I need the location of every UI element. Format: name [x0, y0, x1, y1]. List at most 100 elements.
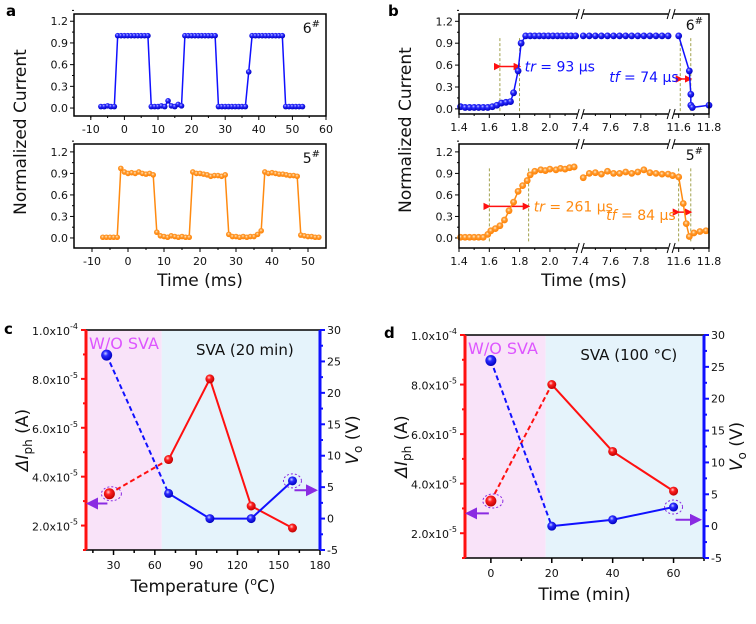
data-point [640, 166, 648, 174]
axis-break-mark [575, 242, 580, 254]
fall-time-label: tf = 74 µs [609, 70, 679, 86]
y-right-tick-label: 30 [711, 329, 725, 342]
x-tick-label: 1.8 [511, 121, 529, 134]
data-point [679, 200, 687, 207]
axis-break-mark [580, 242, 585, 254]
series-line [672, 174, 707, 238]
y-right-tick-label: -5 [327, 544, 338, 557]
data-point [165, 98, 171, 104]
x-tick-label: 1.6 [481, 121, 499, 134]
x-tick-label: 60 [148, 559, 162, 572]
series-dashed-segment [489, 360, 553, 527]
plot-frame [458, 13, 710, 115]
data-point [690, 229, 698, 237]
y-tick-label: 0.0 [436, 103, 454, 116]
data-point [658, 170, 666, 178]
data-point [687, 90, 695, 98]
y-left-axis-label: ΔIph (A) [13, 409, 35, 473]
x-tick-label: 11.6 [666, 255, 691, 268]
data-point [258, 227, 265, 234]
data-point [316, 234, 322, 241]
x-axis-label: Time (ms) [156, 271, 243, 291]
y-tick-label: 0.9 [51, 167, 69, 180]
x-tick-label: 40 [252, 123, 266, 136]
data-point [150, 172, 156, 178]
data-point [622, 32, 630, 40]
data-point [579, 32, 587, 40]
y-left-axis-label: ΔIph (A) [392, 415, 414, 479]
data-point [682, 220, 690, 228]
data-point-right [669, 502, 679, 512]
axis-break-gap [577, 10, 584, 18]
axis-break-mark [666, 8, 671, 20]
y-tick-label: 0.9 [436, 37, 454, 50]
data-point-right [547, 521, 557, 531]
axis-break-mark [671, 8, 676, 20]
data-point [652, 32, 660, 40]
x-tick-label: 7.6 [602, 121, 620, 134]
axis-break-mark [575, 138, 580, 150]
axis-break-mark [666, 242, 671, 254]
data-point [591, 32, 599, 40]
data-point [186, 234, 192, 241]
y-tick-label: 0.3 [436, 81, 454, 94]
data-point [634, 32, 642, 40]
x-tick-label: 20 [545, 567, 559, 580]
y-left-tick-label: 8.0x10-5 [32, 371, 78, 387]
sample-tag: 6# [686, 16, 703, 34]
y-tick-label: 0.0 [51, 232, 69, 245]
data-point [604, 167, 611, 175]
data-point [585, 32, 593, 40]
data-point [646, 169, 654, 177]
data-point-left [164, 455, 174, 465]
y-left-tick-label: 4.0x10-5 [411, 476, 457, 492]
data-point [510, 89, 517, 97]
y-left-tick-label: 2.0x10-5 [411, 525, 457, 541]
y-left-tick-label: 2.0x10-5 [32, 518, 78, 534]
axis-break-gap [668, 140, 675, 148]
x-tick-label: 20 [185, 123, 199, 136]
data-point [646, 32, 654, 40]
data-point [658, 32, 666, 40]
data-point [622, 168, 630, 176]
data-point [496, 222, 504, 230]
x-tick-label: 30 [229, 255, 243, 268]
x-tick-label: 150 [268, 559, 289, 572]
x-tick-label: 0 [121, 123, 128, 136]
x-tick-label: 7.8 [632, 121, 650, 134]
panel-letter-b: b [388, 2, 399, 20]
data-point [111, 103, 118, 110]
data-point [570, 163, 578, 171]
series-line [168, 480, 294, 520]
axis-break-mark [671, 108, 676, 120]
y-right-tick-label: 30 [327, 324, 341, 337]
chart-a-top: 0.0 0.3 0.6 0.9 1.2 -10 0 10 20 30 40 50 60 6# Normali… [11, 9, 333, 215]
data-point [507, 98, 514, 105]
x-tick-label: 30 [218, 123, 232, 136]
x-tick-label: 180 [310, 559, 331, 572]
axis-break-mark [671, 242, 676, 254]
x-tick-label: 0 [487, 567, 494, 580]
y-right-tick-label: 15 [327, 418, 341, 431]
data-point-left [246, 501, 256, 511]
data-point [517, 39, 525, 47]
data-point [591, 169, 599, 177]
y-left-tick-label: 8.0x10-5 [411, 377, 457, 393]
x-tick-label: 7.4 [571, 255, 589, 268]
series-line [677, 35, 710, 109]
region-wo-sva [86, 330, 162, 550]
x-tick-label: 20 [193, 255, 207, 268]
y-left-tick-label: 1.0x10-4 [411, 327, 457, 343]
rise-time-label: tr = 93 µs [525, 60, 595, 76]
x-tick-label: 10 [157, 255, 171, 268]
y-right-tick-label: 0 [327, 513, 334, 526]
panel-letter-d: d [384, 324, 395, 342]
panels: a bc d0.00.30.60.91.2-10 0 10 20 30 40 50 606#Nor… [4, 2, 749, 605]
y-tick-label: 0.6 [51, 189, 69, 202]
x-tick-label: 2.0 [541, 121, 559, 134]
region-label-sva: SVA (100 °C) [580, 346, 677, 364]
data-point [514, 67, 522, 75]
chart-b-bottom: 0.0 0.3 0.6 0.9 1.2 1.4 1.6 1.8 2.0 7.4 7.6 7.8 11.6… [436, 138, 721, 291]
data-point [610, 32, 617, 40]
